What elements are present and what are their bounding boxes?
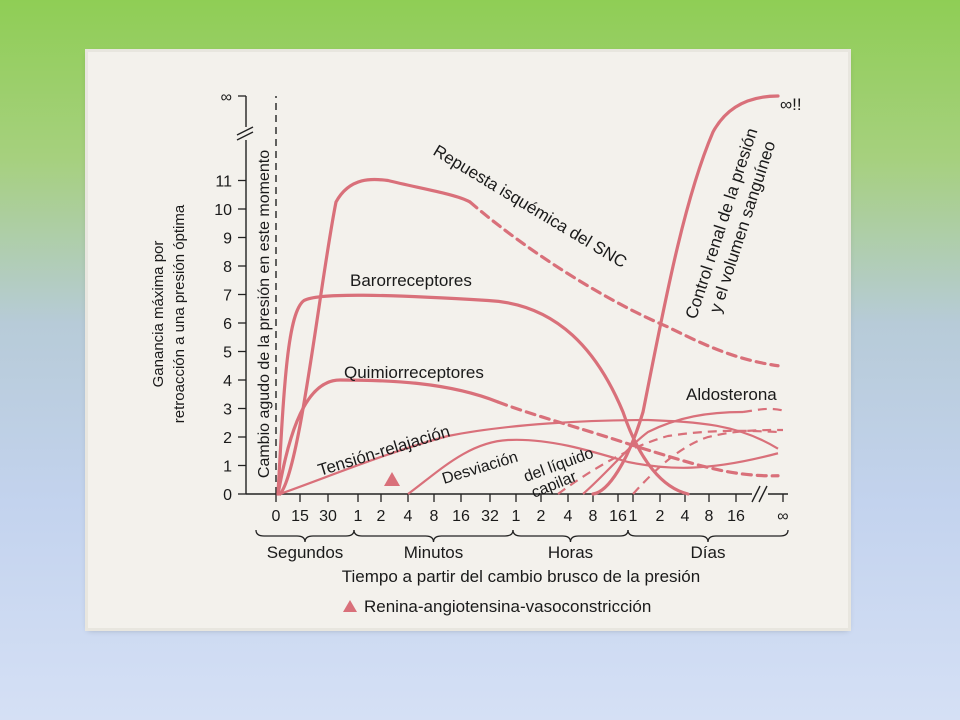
event-marker-label: Cambio agudo de la presión en este momen… — [256, 150, 273, 478]
labels: Ganancia máxima por retroacción a una pre… — [150, 95, 802, 616]
series-line-renal-control — [591, 94, 780, 496]
legend-label: Renina-angiotensina-vasoconstricción — [364, 597, 651, 616]
y-axis-break — [236, 126, 254, 136]
x-tick-label: 2 — [537, 508, 546, 525]
x-tick-label: 2 — [377, 508, 386, 525]
x-group-bracket — [255, 529, 355, 543]
x-tick-label: 0 — [272, 508, 281, 525]
y-tick-label: 11 — [215, 174, 232, 191]
x-tick-label: 4 — [681, 508, 690, 525]
y-axis-break — [236, 131, 254, 141]
series-line-aldosterone-projected — [742, 407, 784, 414]
series-label-cns-ischemic: Repuesta isquémica del SNC — [430, 141, 630, 272]
x-tick-label: 16 — [452, 508, 470, 525]
curves — [276, 94, 784, 496]
y-tick-label: 10 — [214, 202, 232, 219]
series-label-capillary-shift: Desviación — [440, 449, 520, 488]
x-tick-label: 8 — [705, 508, 714, 525]
series-line-cns-ischemic — [278, 177, 472, 496]
series-label-chemoreceptors: Quimiorreceptores — [344, 363, 484, 382]
series-line-capillary-shift-projected — [557, 429, 779, 495]
x-tick-label: 1 — [512, 508, 521, 525]
x-tick-label: 8 — [430, 508, 439, 525]
y-tick-label: 6 — [223, 316, 232, 333]
annotation-infinity: ∞!! — [780, 95, 802, 114]
x-tick-label: 1 — [629, 508, 638, 525]
series-line-baroreceptors — [276, 293, 690, 496]
x-axis-break — [758, 485, 768, 503]
y-tick-label: 4 — [223, 373, 232, 390]
x-group-bracket — [512, 529, 629, 543]
series-line-capillary-shift — [407, 438, 779, 495]
y-axis-label: Ganancia máxima por — [150, 241, 167, 388]
y-tick-label: 8 — [223, 259, 232, 276]
x-group-bracket — [627, 529, 789, 543]
x-tick-label: 30 — [319, 508, 337, 525]
x-tick-label: 32 — [481, 508, 499, 525]
series-line-chemoreceptors-projected — [496, 400, 780, 478]
y-tick-label: 3 — [223, 402, 232, 419]
x-group-label: Días — [691, 543, 726, 562]
x-tick-label: 16 — [727, 508, 745, 525]
y-tick-label: 5 — [223, 345, 232, 362]
series-line-cns-ischemic-projected — [468, 200, 780, 368]
y-axis-label: retroacción a una presión óptima — [171, 204, 188, 423]
x-tick-label: ∞ — [777, 508, 788, 525]
series-line-stress-relaxation — [279, 418, 779, 496]
series-line-chemoreceptors — [276, 378, 500, 496]
x-group-bracket — [353, 529, 514, 543]
x-axis-label: Tiempo a partir del cambio brusco de la … — [342, 567, 700, 586]
x-tick-label: 4 — [404, 508, 413, 525]
x-tick-label: 4 — [564, 508, 573, 525]
x-tick-label: 16 — [609, 508, 627, 525]
series-label-stress-relaxation: Tensión-relajación — [316, 422, 453, 480]
figure-card: 0 1 2 3 4 5 6 7 8 9 10 11 ∞ 0 15 30 1 2 4 8 16 32 1 2 4 8 16 1 2 4 8 16… — [88, 52, 848, 628]
x-group-label: Horas — [548, 543, 593, 562]
series-label-baroreceptors: Barorreceptores — [350, 271, 472, 290]
x-tick-label: 1 — [354, 508, 363, 525]
x-tick-label: 15 — [291, 508, 309, 525]
legend-triangle-icon — [343, 600, 357, 612]
series-line-aldosterone-projected — [632, 428, 784, 495]
y-tick-label: 1 — [223, 459, 232, 476]
series-line-aldosterone — [582, 410, 744, 495]
x-tick-label: 2 — [656, 508, 665, 525]
x-tick-label: 8 — [589, 508, 598, 525]
y-tick-label: 2 — [223, 430, 232, 447]
x-group-label: Minutos — [404, 543, 464, 562]
y-tick-label: 9 — [223, 231, 232, 248]
y-tick-label: ∞ — [221, 89, 232, 106]
x-axis-break — [751, 485, 761, 503]
y-tick-label: 7 — [223, 288, 232, 305]
x-group-label: Segundos — [267, 543, 344, 562]
y-tick-label: 0 — [223, 487, 232, 504]
series-label-aldosterone: Aldosterona — [686, 385, 777, 404]
renin-angiotensin-marker-icon — [384, 472, 400, 486]
